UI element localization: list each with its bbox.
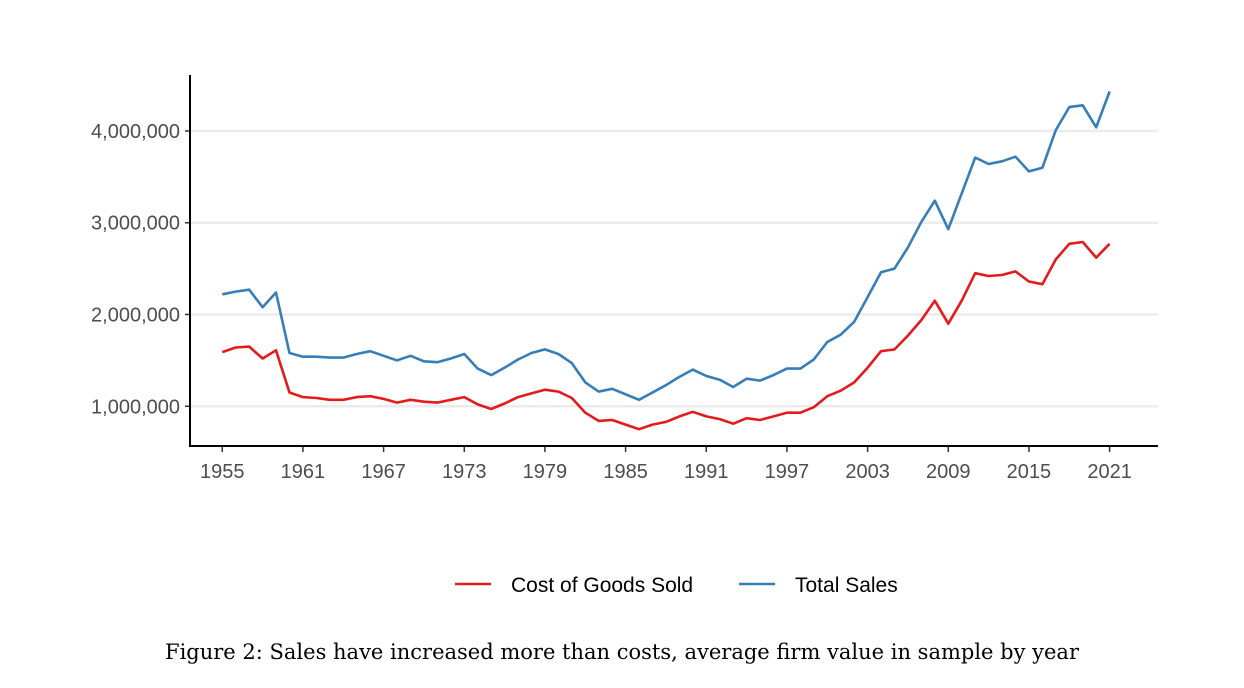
series-line-total-sales <box>222 91 1111 402</box>
x-tick-label: 1961 <box>281 461 326 483</box>
legend-label: Cost of Goods Sold <box>511 574 693 597</box>
x-tick-label: 1979 <box>523 461 568 483</box>
y-tick-label: 4,000,000 <box>91 121 180 143</box>
figure-caption: Figure 2: Sales have increased more than… <box>165 640 1079 664</box>
line-chart: 1,000,000 2,000,000 3,000,000 4,000,000 1955… <box>91 75 1158 597</box>
x-tick-label: 1997 <box>765 461 810 483</box>
x-tick-label: 1991 <box>684 461 729 483</box>
x-tick-label: 1967 <box>361 461 406 483</box>
x-tick-label: 2021 <box>1087 461 1132 483</box>
y-tick-label: 1,000,000 <box>91 396 180 418</box>
x-tick-label: 2003 <box>845 461 890 483</box>
y-tick-label: 3,000,000 <box>91 213 180 235</box>
x-tick-label: 1955 <box>200 461 245 483</box>
x-tick-label: 1985 <box>603 461 648 483</box>
legend-label: Total Sales <box>795 574 898 597</box>
series-line-cost-of-goods-sold <box>221 240 1111 431</box>
x-tick-label: 2009 <box>926 461 971 483</box>
legend: Cost of Goods Sold Total Sales <box>455 574 898 597</box>
x-tick-label: 2015 <box>1007 461 1052 483</box>
y-tick-label: 2,000,000 <box>91 305 180 327</box>
x-tick-label: 1973 <box>442 461 487 483</box>
